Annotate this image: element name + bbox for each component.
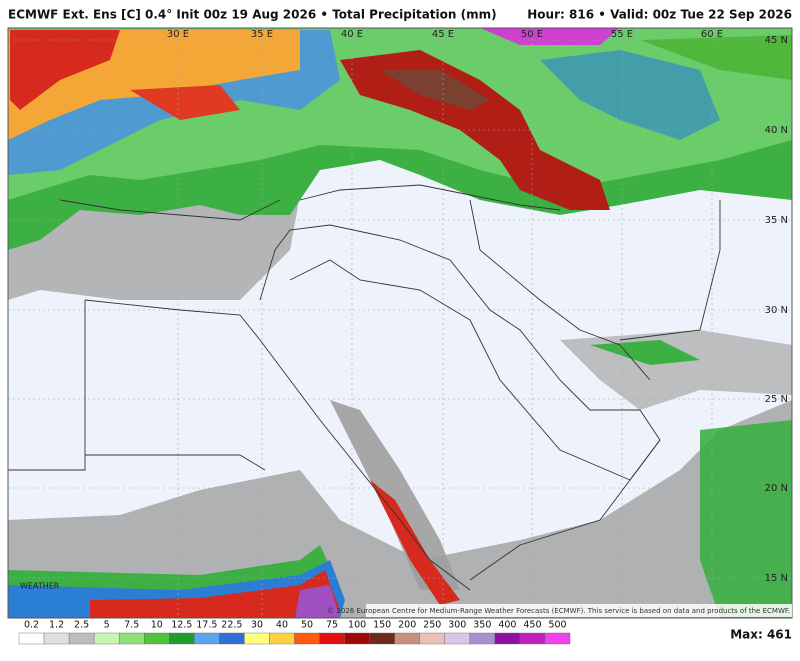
colorbar-swatch (369, 632, 395, 645)
colorbar-label: 17.5 (196, 620, 217, 631)
precip-red (90, 570, 340, 618)
precip-green (590, 340, 700, 365)
colorbar-swatch (294, 632, 320, 645)
precip-purple (295, 585, 340, 618)
colorbar: 0.2 1.2 2.5 5 7.5 10 12.5 17.5 22.5 30 40 50 75 100 15… (18, 620, 571, 645)
precip-magenta (480, 28, 620, 45)
colorbar-label: 30 (251, 620, 263, 631)
colorbar-label: 100 (348, 620, 366, 631)
colorbar-swatch (494, 632, 521, 645)
colorbar-swatch (469, 632, 496, 645)
colorbar-label: 350 (473, 620, 491, 631)
precip-green (640, 35, 792, 80)
colorbar-swatch (219, 632, 245, 645)
colorbar-swatch (544, 632, 571, 645)
map: WEATHER 45 N 40 N 35 N 30 N 25 N 20 N 15 N 30 … (7, 27, 793, 619)
colorbar-swatch (93, 632, 120, 645)
precip-blue (540, 50, 720, 140)
colorbar-label: 200 (398, 620, 416, 631)
colorbar-label: 1.2 (49, 620, 64, 631)
colorbar-label: 40 (276, 620, 288, 631)
colorbar-swatch (244, 632, 270, 645)
precip-red (130, 85, 240, 120)
colorbar-swatch (394, 632, 420, 645)
colorbar-label: 400 (498, 620, 516, 631)
colorbar-swatch (68, 632, 95, 645)
lon-label: 55 E (611, 29, 633, 40)
colorbar-swatch (269, 632, 295, 645)
colorbar-swatch (419, 632, 445, 645)
colorbar-label: 250 (423, 620, 441, 631)
colorbar-swatch (144, 632, 170, 645)
colorbar-label: 12.5 (171, 620, 192, 631)
lon-label: 45 E (432, 29, 454, 40)
lon-label: 60 E (701, 29, 723, 40)
lon-label: 30 E (167, 29, 189, 40)
colorbar-swatch (319, 632, 345, 645)
colorbar-swatch (43, 632, 70, 645)
precip-brown (380, 70, 490, 110)
colorbar-swatch (18, 632, 45, 645)
colorbar-swatch (194, 632, 220, 645)
colorbar-label: 150 (373, 620, 391, 631)
lat-label: 15 N (765, 573, 788, 584)
colorbar-label: 500 (548, 620, 566, 631)
colorbar-label: 75 (326, 620, 338, 631)
graticule (8, 28, 792, 618)
lat-labels: 45 N 40 N 35 N 30 N 25 N 20 N 15 N (765, 35, 788, 584)
precip-green (700, 420, 792, 618)
lat-label: 30 N (765, 305, 788, 316)
logo: WEATHER (20, 582, 60, 591)
colorbar-label: 50 (301, 620, 313, 631)
colorbar-swatch (444, 632, 471, 645)
header-left: ECMWF Ext. Ens [C] 0.4° Init 00z 19 Aug … (8, 8, 497, 22)
colorbar-label: 7.5 (124, 620, 139, 631)
colorbar-label: 2.5 (74, 620, 89, 631)
colorbar-label: 0.2 (24, 620, 39, 631)
precip-gray (8, 195, 300, 300)
colorbar-swatch (519, 632, 546, 645)
precip-red (10, 30, 120, 110)
colorbar-label: 22.5 (221, 620, 242, 631)
map-frame (7, 27, 793, 619)
colorbar-label: 5 (104, 620, 110, 631)
credit-box (366, 604, 792, 617)
lat-label: 45 N (765, 35, 788, 46)
lon-label: 50 E (521, 29, 543, 40)
lon-label: 35 E (251, 29, 273, 40)
colorbar-label: 300 (448, 620, 466, 631)
lat-label: 25 N (765, 394, 788, 405)
colorbar-label: 450 (523, 620, 541, 631)
credit: © 2026 European Centre for Medium-Range … (327, 607, 790, 615)
precip-gray (330, 400, 460, 590)
max-value: Max: 461 (730, 628, 792, 642)
lat-label: 40 N (765, 125, 788, 136)
borders (8, 184, 721, 591)
colorbar-swatch (169, 632, 195, 645)
header-right: Hour: 816 • Valid: 00z Tue 22 Sep 2026 (527, 8, 792, 22)
colorbar-label: 10 (151, 620, 163, 631)
lat-label: 20 N (765, 483, 788, 494)
colorbar-swatch (118, 632, 145, 645)
lon-label: 40 E (341, 29, 363, 40)
colorbar-swatch (344, 632, 370, 645)
lat-label: 35 N (765, 215, 788, 226)
lon-labels: 30 E 35 E 40 E 45 E 50 E 55 E 60 E (167, 29, 723, 40)
precip-gray (8, 400, 792, 618)
